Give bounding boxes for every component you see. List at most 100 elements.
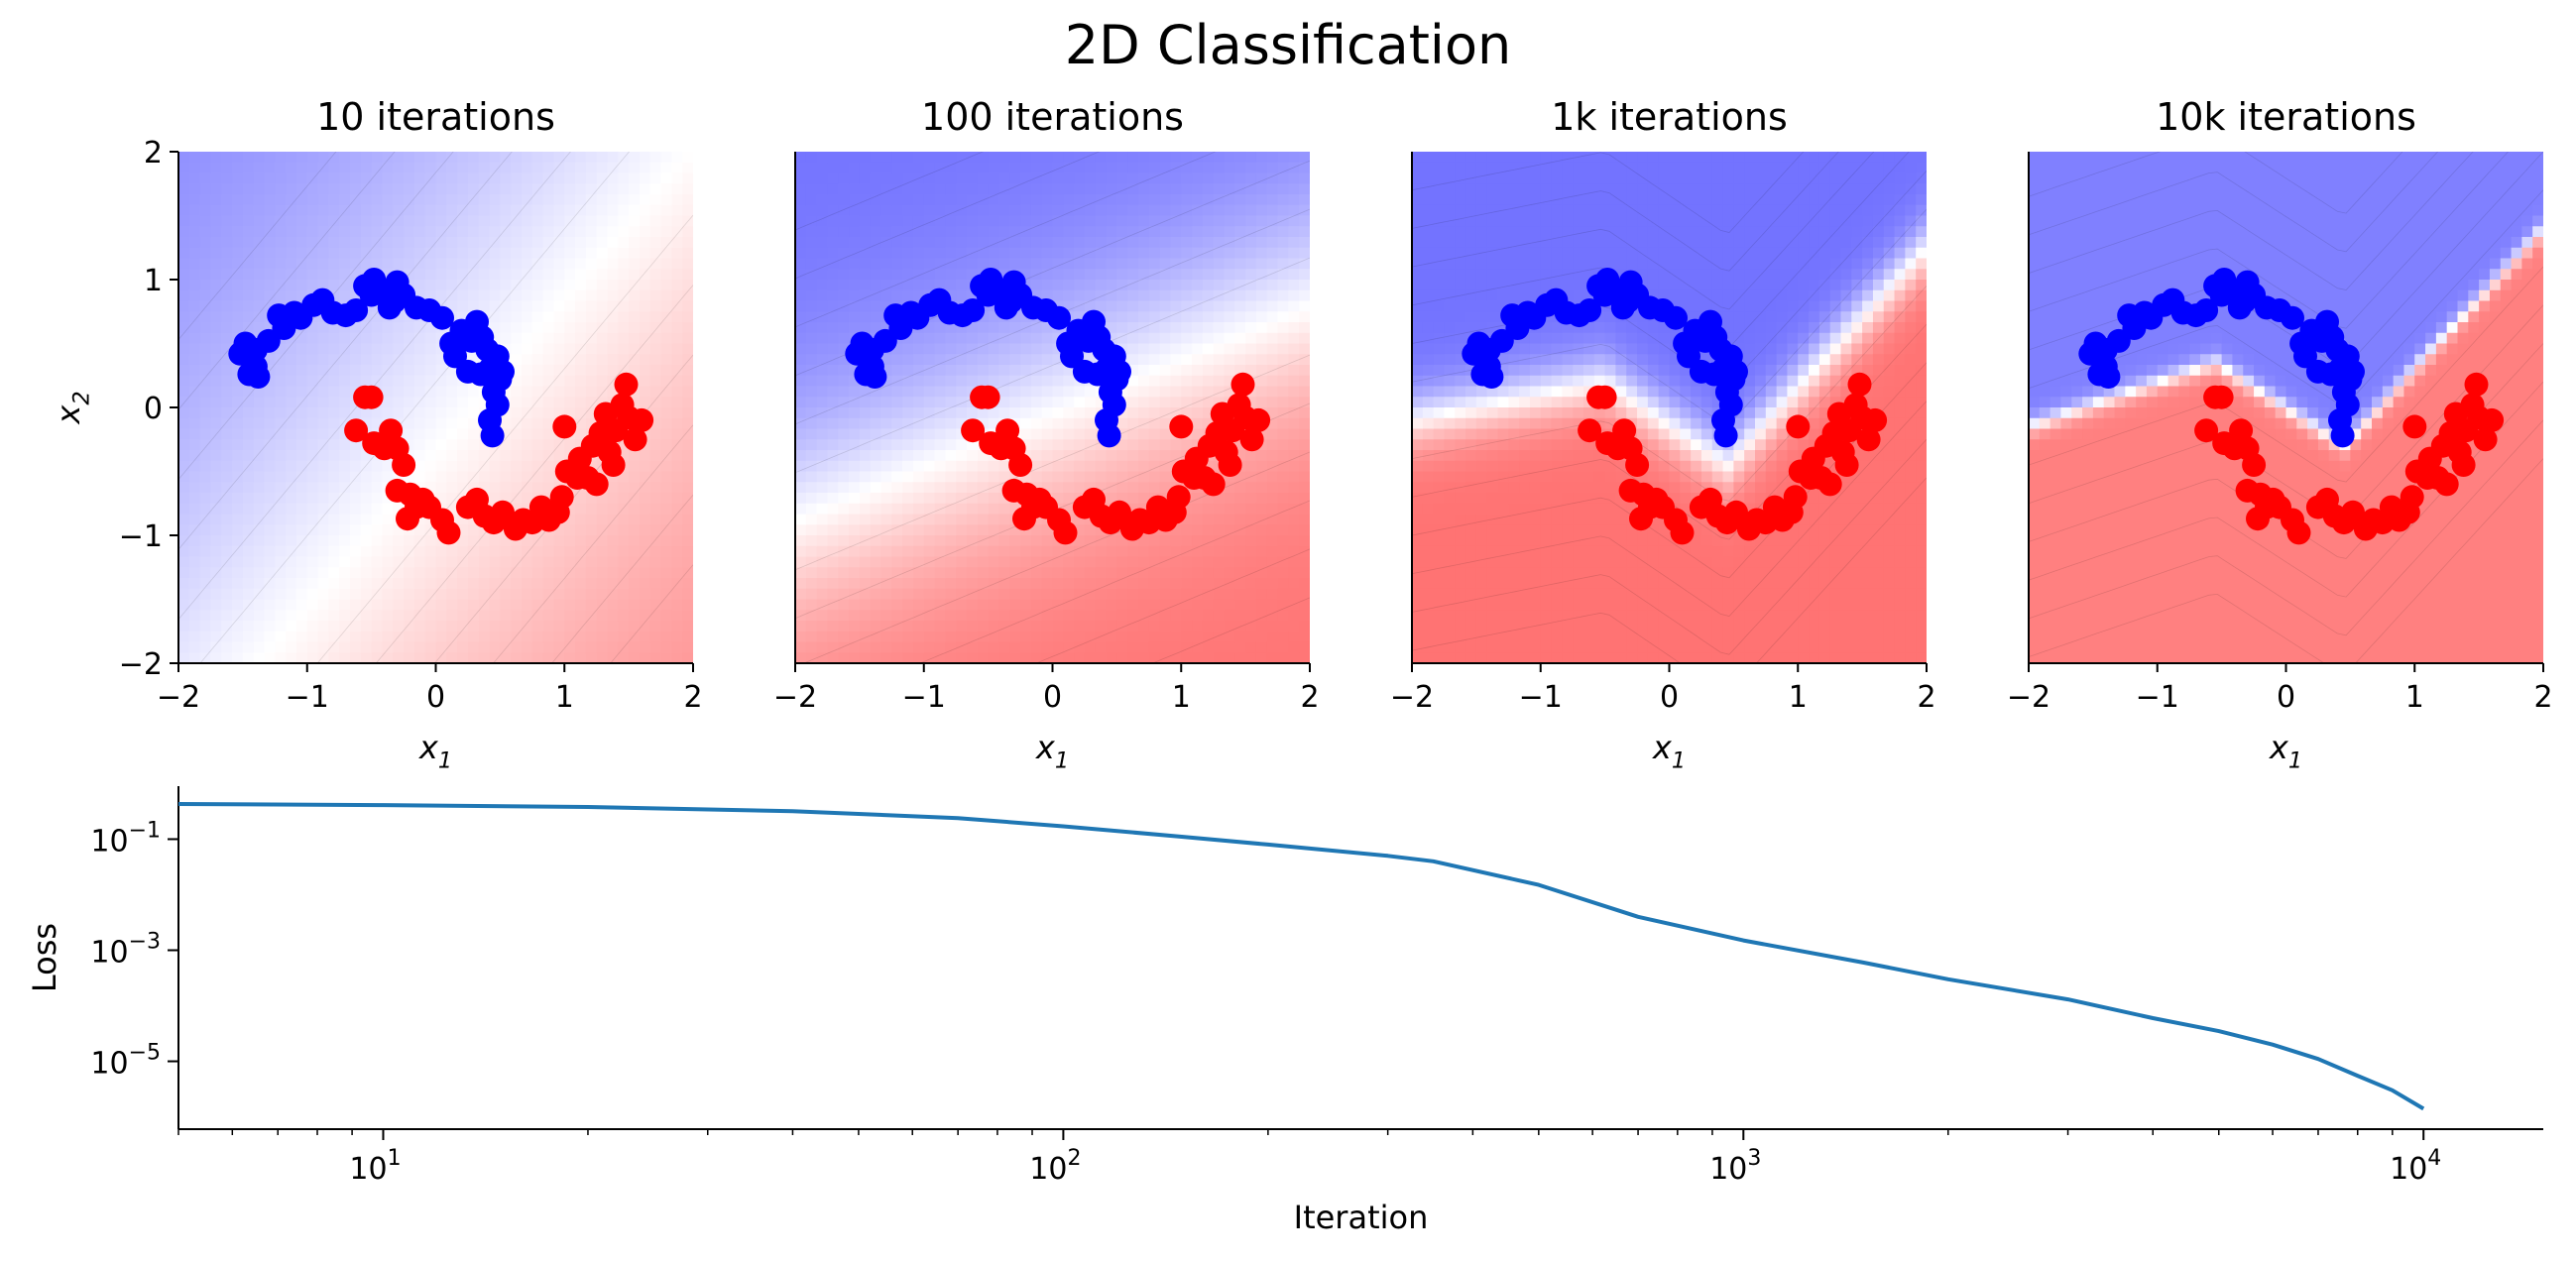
- x-tick-label: −2: [2007, 680, 2050, 715]
- panel-3: −2 −1 0 1 2 1k iterations x1: [1390, 95, 1936, 774]
- x-axis-label: x1: [2269, 729, 2302, 774]
- point-red: [1218, 453, 1242, 477]
- x-tick-label: −1: [1519, 680, 1563, 715]
- loss-line: [177, 802, 2425, 1111]
- contour-lines: [2029, 152, 2543, 663]
- point-blue: [2341, 359, 2365, 384]
- point-red: [344, 418, 369, 443]
- point-red: [630, 407, 654, 432]
- panel-title: 10 iterations: [316, 95, 555, 139]
- point-blue: [353, 274, 378, 298]
- scatter-points: [228, 268, 654, 545]
- point-blue: [1616, 288, 1640, 313]
- x-tick-label: 2: [2533, 680, 2552, 715]
- point-red: [2464, 372, 2489, 397]
- x-tick-label: 0: [426, 680, 445, 715]
- point-blue: [999, 288, 1023, 313]
- x-tick-label: 0: [2277, 680, 2295, 715]
- x-tick-label: 1: [1789, 680, 1808, 715]
- point-red: [601, 453, 626, 477]
- x-axis-label: x1: [1652, 729, 1686, 774]
- point-red: [1246, 407, 1271, 432]
- x-tick-label: −2: [773, 680, 817, 715]
- point-red: [2400, 485, 2424, 510]
- point-blue: [2330, 423, 2355, 448]
- panel-2: −2 −1 0 1 2 100 iterations x1: [773, 95, 1320, 774]
- point-red: [1612, 418, 1637, 443]
- point-red: [436, 520, 461, 545]
- point-red: [2451, 453, 2476, 477]
- x-tick-label: 1: [555, 680, 574, 715]
- panel-title: 1k iterations: [1551, 95, 1788, 139]
- panel-title: 10k iterations: [2156, 95, 2416, 139]
- scatter-points: [2078, 268, 2505, 545]
- x-tick-label: −2: [157, 680, 200, 715]
- point-red: [392, 453, 416, 477]
- point-red: [359, 385, 384, 409]
- point-red: [379, 418, 404, 443]
- x-tick-label: 101: [349, 1146, 401, 1187]
- point-red: [2402, 414, 2427, 439]
- x-axis-label: x1: [418, 729, 452, 774]
- point-red: [1856, 427, 1881, 452]
- point-red: [1786, 414, 1811, 439]
- point-red: [1108, 500, 1131, 524]
- x-tick-label: 2: [683, 680, 702, 715]
- point-red: [549, 485, 574, 510]
- point-red: [1053, 520, 1078, 545]
- x-tick-label: 0: [1043, 680, 1062, 715]
- point-red: [1239, 427, 1264, 452]
- point-blue: [970, 274, 995, 298]
- point-red: [2480, 407, 2505, 432]
- point-red: [995, 418, 1020, 443]
- point-red: [1201, 472, 1226, 497]
- point-red: [1724, 500, 1748, 524]
- x-tick-label: −1: [2136, 680, 2179, 715]
- point-blue: [1060, 344, 1084, 369]
- y-tick-label: 10−5: [90, 1041, 161, 1082]
- point-red: [1847, 372, 1872, 397]
- x-tick-label: 103: [1709, 1146, 1761, 1187]
- point-red: [976, 385, 1000, 409]
- point-red: [2473, 427, 2498, 452]
- y-tick-label: 2: [144, 136, 163, 171]
- point-red: [396, 507, 419, 531]
- y-tick-label: 10−1: [90, 818, 161, 859]
- y-tick-label: 1: [144, 264, 163, 298]
- figure-suptitle: 2D Classification: [1064, 14, 1512, 76]
- panel-4: −2 −1 0 1 2 10k iterations x1: [2007, 95, 2553, 774]
- x-tick-label: 0: [1660, 680, 1679, 715]
- point-blue: [1578, 298, 1602, 322]
- point-red: [1670, 520, 1695, 545]
- point-red: [623, 427, 647, 452]
- point-blue: [961, 298, 986, 322]
- point-red: [1592, 385, 1617, 409]
- point-red: [1783, 485, 1808, 510]
- point-red: [1008, 453, 1033, 477]
- point-blue: [2281, 305, 2304, 330]
- point-blue: [860, 354, 884, 379]
- panel-1: −2 −1 0 1 2 −2 −1 0 1 2 10 iterations x1: [119, 95, 703, 774]
- point-red: [2286, 520, 2311, 545]
- point-red: [552, 414, 577, 439]
- x-tick-label: 1: [1172, 680, 1191, 715]
- point-red: [1169, 414, 1194, 439]
- point-blue: [1047, 305, 1071, 330]
- y-tick-label: −1: [119, 519, 163, 554]
- point-blue: [2293, 344, 2317, 369]
- point-blue: [1713, 423, 1738, 448]
- loss-panel: 101 102 103 104 10−1 10−3 10−5 Iteration Loss: [26, 786, 2543, 1236]
- point-blue: [1664, 305, 1688, 330]
- scatter-points: [845, 268, 1271, 545]
- point-red: [1625, 453, 1650, 477]
- x-axis-label: Iteration: [1294, 1199, 1429, 1236]
- point-blue: [1108, 359, 1131, 384]
- y-axis-label: x2: [50, 391, 95, 424]
- x-tick-label: 2: [1917, 680, 1935, 715]
- point-blue: [1476, 354, 1501, 379]
- x-tick-label: −2: [1390, 680, 1434, 715]
- point-red: [1578, 418, 1602, 443]
- point-red: [2194, 418, 2219, 443]
- point-red: [1012, 507, 1036, 531]
